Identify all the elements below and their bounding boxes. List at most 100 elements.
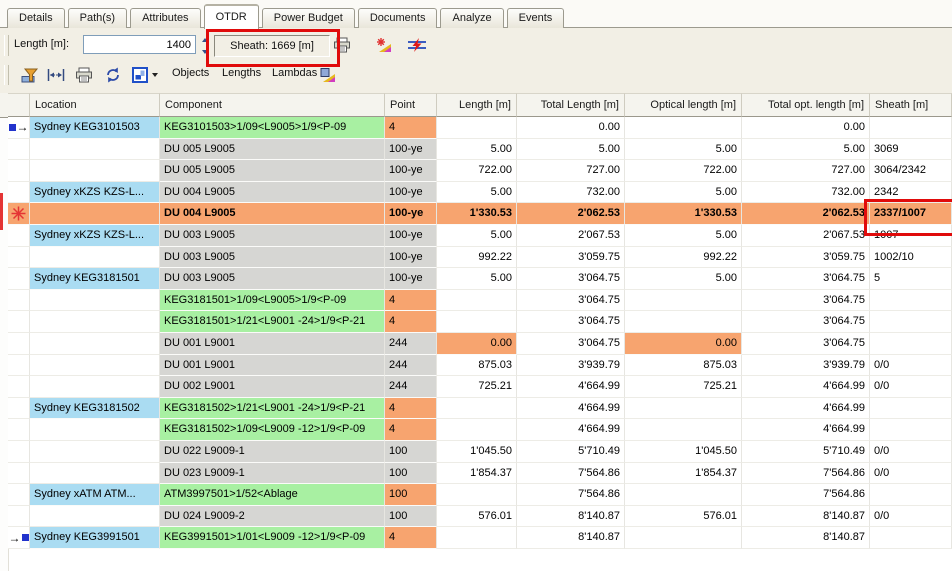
row-marker-cell[interactable] <box>8 268 30 290</box>
cell-total-length[interactable]: 7'564.86 <box>517 484 625 506</box>
cell-location[interactable] <box>30 354 160 377</box>
tab-attributes[interactable]: Attributes <box>130 8 201 28</box>
row-marker-cell[interactable] <box>8 354 30 377</box>
cell-point[interactable]: 4 <box>385 289 437 312</box>
tab-path-s[interactable]: Path(s) <box>67 8 128 28</box>
objects-button[interactable]: Objects <box>172 67 210 79</box>
cell-total-opt-length[interactable]: 3'064.75 <box>742 332 870 355</box>
row-marker-cell[interactable] <box>8 203 30 225</box>
cell-length[interactable]: 992.22 <box>437 246 517 269</box>
table-row[interactable]: KEG3181501>1/21<L9001 -24>1/9<P-21 4 3'064… <box>8 311 952 333</box>
cell-length[interactable]: 5.00 <box>437 224 517 247</box>
cell-total-opt-length[interactable]: 3'059.75 <box>742 246 870 269</box>
cell-component[interactable]: ATM3997501>1/52<Ablage <box>160 484 385 506</box>
cell-point[interactable]: 100-ye <box>385 246 437 269</box>
row-marker-cell[interactable] <box>8 311 30 333</box>
cell-component[interactable]: KEG3181502>1/09<L9009 -12>1/9<P-09 <box>160 419 385 441</box>
lengths-button[interactable]: Lengths <box>222 67 262 79</box>
cell-location[interactable]: Sydney xKZS KZS-L... <box>30 224 160 247</box>
cell-point[interactable]: 4 <box>385 527 437 549</box>
cell-length[interactable]: 722.00 <box>437 160 517 182</box>
cell-total-length[interactable]: 2'062.53 <box>517 203 625 225</box>
cell-sheath[interactable] <box>870 117 952 139</box>
cell-location[interactable] <box>30 440 160 463</box>
print-button[interactable] <box>330 34 354 56</box>
table-row[interactable]: → Sydney KEG3991501 KEG3991501>1/01<L9009 … <box>8 527 952 549</box>
spinner-down-button[interactable] <box>199 45 211 56</box>
filter-button[interactable] <box>18 64 42 86</box>
table-row[interactable]: Sydney KEG3181502 KEG3181502>1/21<L9001 -… <box>8 397 952 420</box>
cell-total-length[interactable]: 4'664.99 <box>517 419 625 441</box>
row-marker-cell[interactable] <box>8 440 30 463</box>
tab-analyze[interactable]: Analyze <box>440 8 504 28</box>
cell-total-length[interactable]: 727.00 <box>517 160 625 182</box>
cell-length[interactable]: 875.03 <box>437 354 517 377</box>
table-row[interactable]: DU 004 L9005 100-ye 1'330.53 2'062.53 1'330.… <box>8 203 952 225</box>
cell-location[interactable] <box>30 160 160 182</box>
cell-total-length[interactable]: 5'710.49 <box>517 440 625 463</box>
cell-component[interactable]: DU 004 L9005 <box>160 203 385 225</box>
cell-component[interactable]: KEG3991501>1/01<L9009 -12>1/9<P-09 <box>160 527 385 549</box>
row-marker-cell[interactable]: → <box>8 117 30 139</box>
cell-total-length[interactable]: 4'664.99 <box>517 397 625 420</box>
tab-otdr[interactable]: OTDR <box>203 4 259 29</box>
cell-total-length[interactable]: 5.00 <box>517 138 625 161</box>
cell-sheath[interactable] <box>870 419 952 441</box>
cell-point[interactable]: 100-ye <box>385 160 437 182</box>
row-marker-cell[interactable]: → <box>8 527 30 549</box>
cell-length[interactable] <box>437 289 517 312</box>
cell-optical-length[interactable]: 725.21 <box>625 376 742 398</box>
cell-component[interactable]: DU 003 L9005 <box>160 268 385 290</box>
cell-length[interactable]: 5.00 <box>437 268 517 290</box>
cell-optical-length[interactable] <box>625 397 742 420</box>
cell-total-opt-length[interactable]: 4'664.99 <box>742 376 870 398</box>
cell-total-length[interactable]: 3'059.75 <box>517 246 625 269</box>
row-marker-cell[interactable] <box>8 160 30 182</box>
cell-optical-length[interactable]: 1'330.53 <box>625 203 742 225</box>
cell-optical-length[interactable]: 5.00 <box>625 138 742 161</box>
cell-optical-length[interactable]: 992.22 <box>625 246 742 269</box>
cell-point[interactable]: 4 <box>385 397 437 420</box>
cell-optical-length[interactable] <box>625 311 742 333</box>
cell-total-opt-length[interactable]: 8'140.87 <box>742 527 870 549</box>
cell-total-opt-length[interactable]: 732.00 <box>742 181 870 204</box>
cell-total-length[interactable]: 0.00 <box>517 117 625 139</box>
cell-sheath[interactable]: 5 <box>870 268 952 290</box>
cell-component[interactable]: DU 023 L9009-1 <box>160 462 385 485</box>
cell-location[interactable] <box>30 332 160 355</box>
cell-sheath[interactable]: 0/0 <box>870 376 952 398</box>
cell-component[interactable]: DU 003 L9005 <box>160 224 385 247</box>
cell-length[interactable]: 5.00 <box>437 181 517 204</box>
table-row[interactable]: DU 001 L9001 244 875.03 3'939.79 875.03 3'939… <box>8 354 952 377</box>
cell-component[interactable]: KEG3181501>1/21<L9001 -24>1/9<P-21 <box>160 311 385 333</box>
cell-point[interactable]: 100-ye <box>385 181 437 204</box>
cell-point[interactable]: 100 <box>385 462 437 485</box>
column-header-sheath-m[interactable]: Sheath [m] <box>870 93 952 117</box>
cell-point[interactable]: 244 <box>385 354 437 377</box>
cell-sheath[interactable] <box>870 311 952 333</box>
cell-location[interactable] <box>30 246 160 269</box>
cell-length[interactable] <box>437 419 517 441</box>
cell-sheath[interactable]: 0/0 <box>870 440 952 463</box>
lambda-chart-button[interactable] <box>316 64 340 86</box>
tab-power-budget[interactable]: Power Budget <box>261 8 355 28</box>
cell-point[interactable]: 244 <box>385 376 437 398</box>
view-mode-button[interactable] <box>128 64 152 86</box>
view-mode-dropdown-caret[interactable] <box>152 73 158 77</box>
cell-optical-length[interactable]: 5.00 <box>625 224 742 247</box>
cell-length[interactable]: 725.21 <box>437 376 517 398</box>
cell-optical-length[interactable]: 576.01 <box>625 505 742 528</box>
cell-location[interactable] <box>30 419 160 441</box>
row-marker-cell[interactable] <box>8 505 30 528</box>
column-header-location[interactable]: Location <box>30 93 160 117</box>
cell-optical-length[interactable] <box>625 289 742 312</box>
cell-length[interactable] <box>437 397 517 420</box>
cell-total-length[interactable]: 8'140.87 <box>517 527 625 549</box>
row-marker-cell[interactable] <box>8 397 30 420</box>
cell-length[interactable]: 1'330.53 <box>437 203 517 225</box>
cell-component[interactable]: DU 002 L9001 <box>160 376 385 398</box>
cell-length[interactable] <box>437 527 517 549</box>
table-row[interactable]: DU 003 L9005 100-ye 992.22 3'059.75 992.22 3'… <box>8 246 952 269</box>
cell-component[interactable]: DU 001 L9001 <box>160 332 385 355</box>
cell-point[interactable]: 100-ye <box>385 268 437 290</box>
